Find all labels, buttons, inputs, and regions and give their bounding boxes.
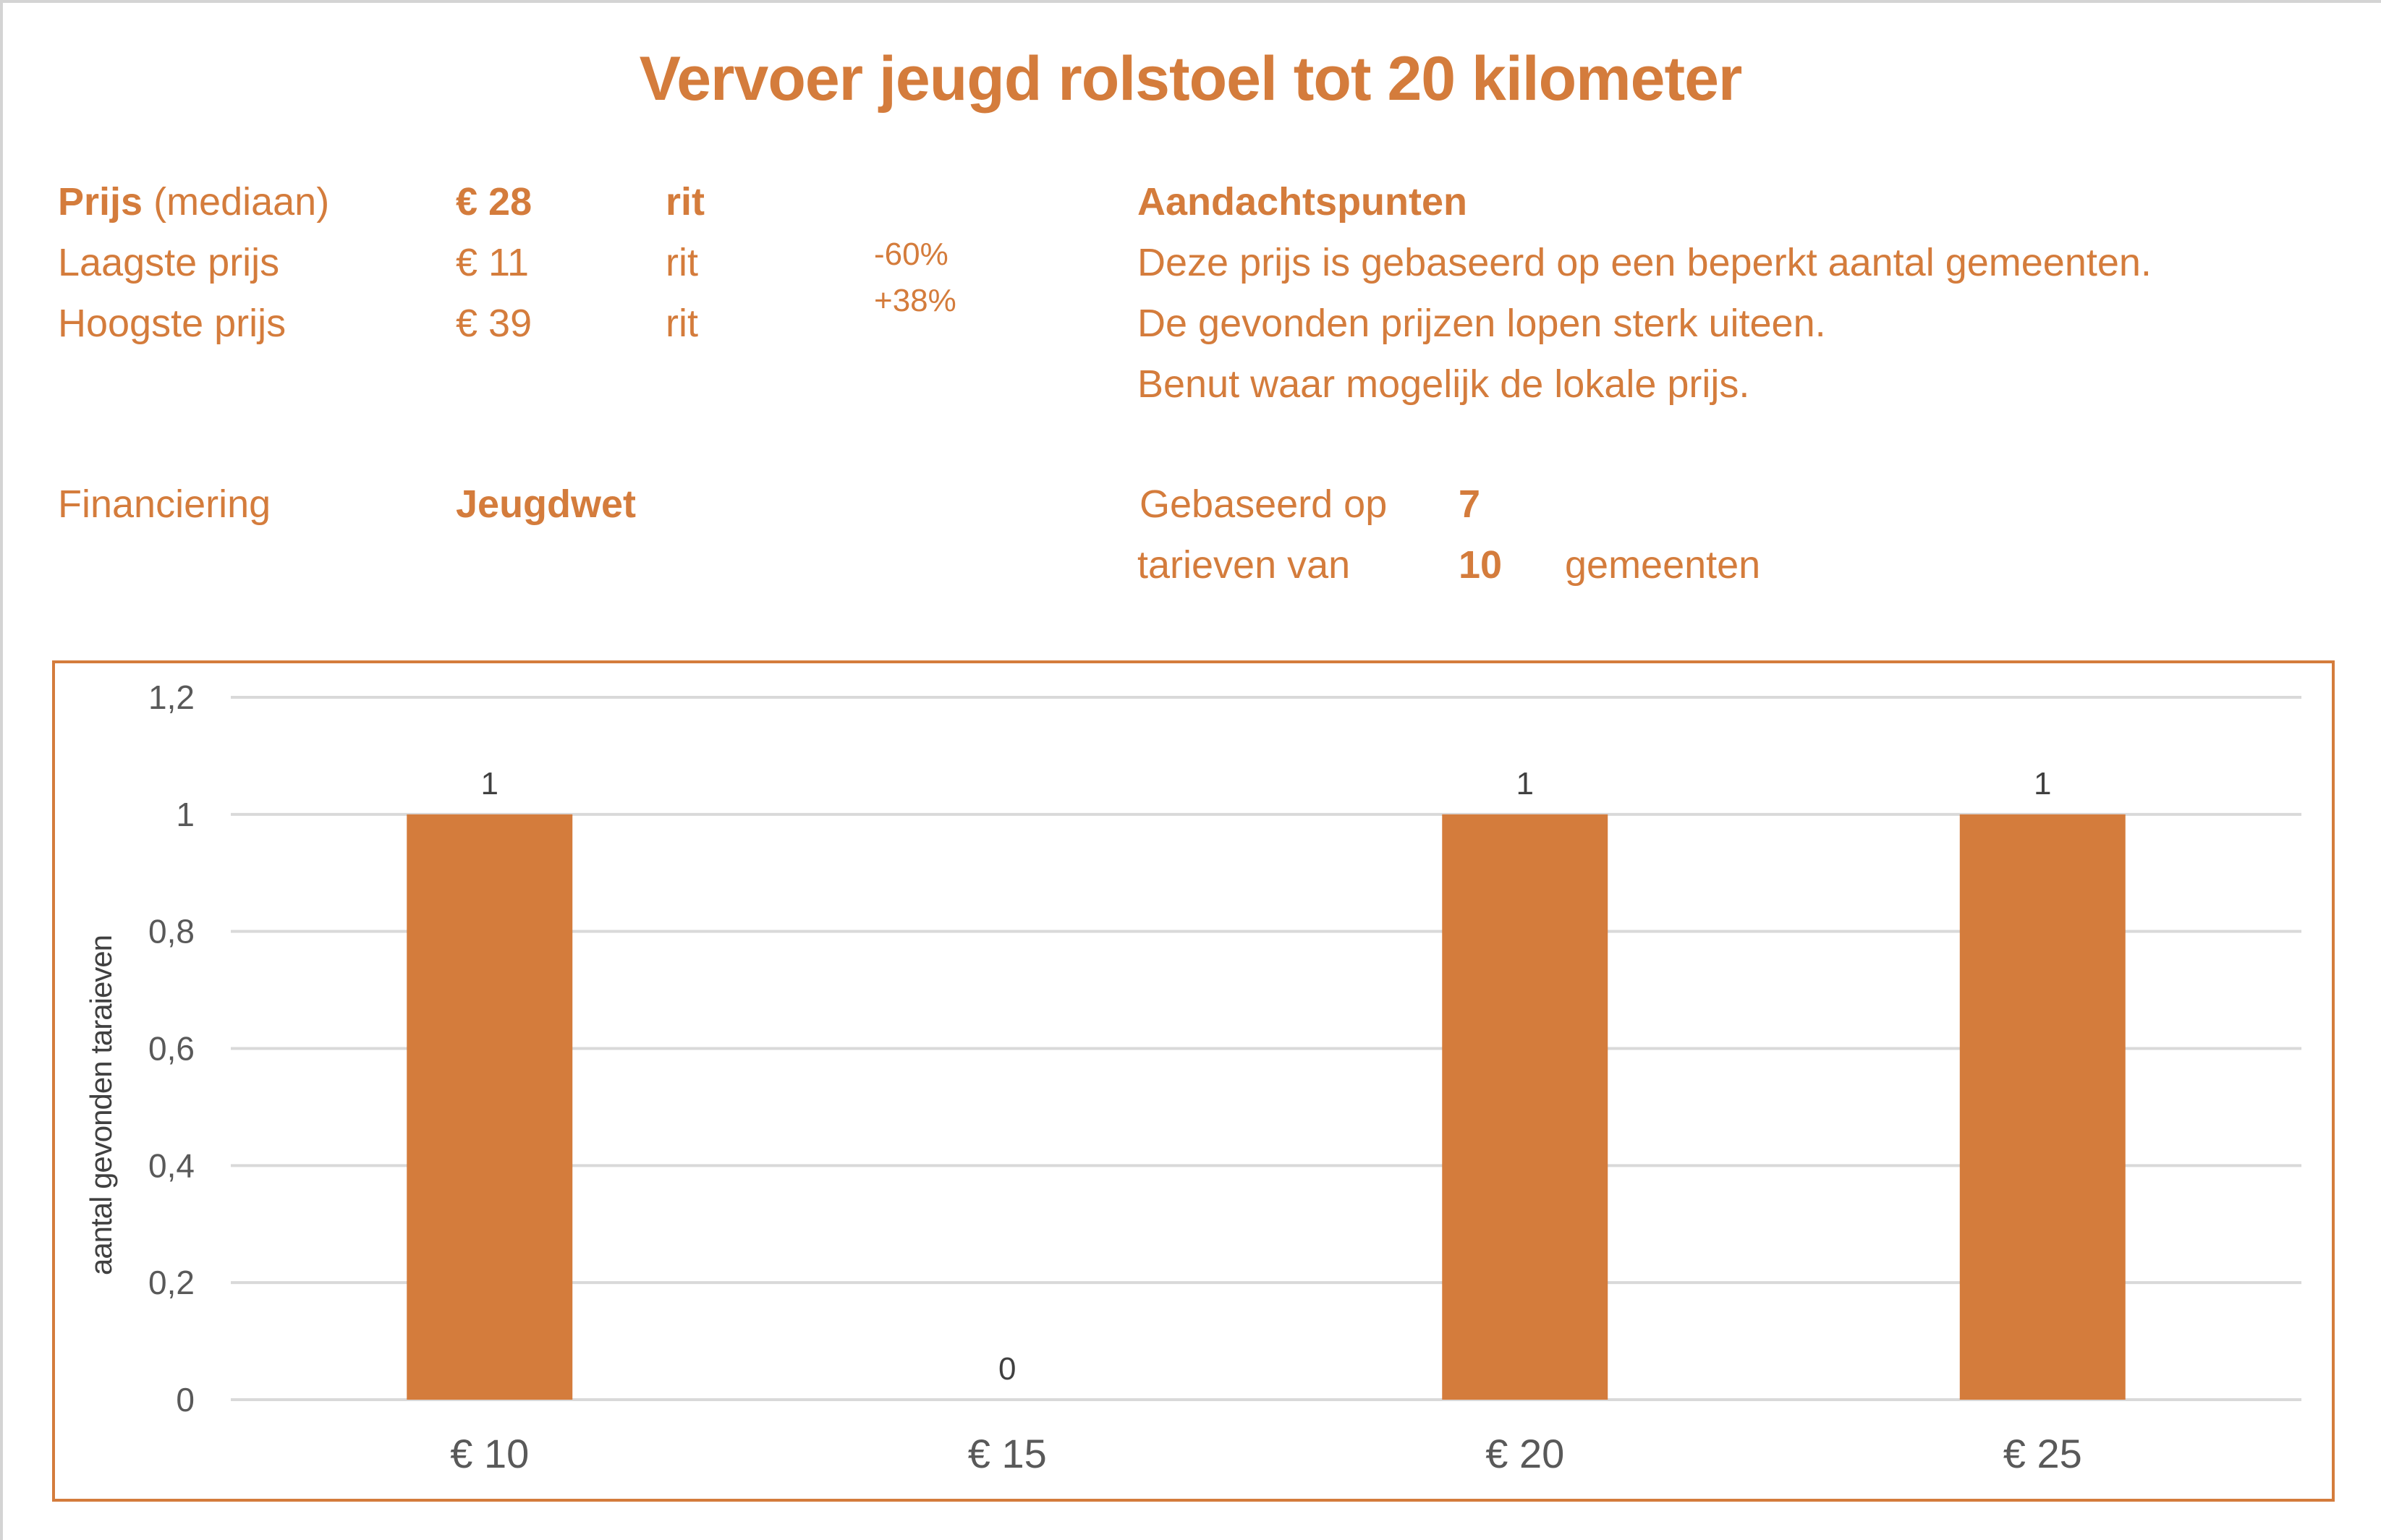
- bars: [407, 814, 2126, 1400]
- page-title: Vervoer jeugd rolstoel tot 20 kilometer: [639, 44, 1743, 114]
- x-tick-label: € 10: [450, 1431, 529, 1476]
- highest-price-delta: +38%: [874, 283, 956, 318]
- highest-price-unit: rit: [666, 302, 698, 345]
- x-tick-label: € 20: [1485, 1431, 1564, 1476]
- median-price-unit: rit: [666, 180, 705, 224]
- municipalities-label: gemeenten: [1565, 543, 1761, 587]
- basis-line1-text: Gebaseerd op: [1139, 482, 1388, 526]
- bar: [1959, 814, 2126, 1400]
- page-frame-left: [0, 0, 3, 1540]
- bar: [1442, 814, 1608, 1400]
- note-line-1: Deze prijs is gebaseerd op een beperkt a…: [1137, 241, 2152, 284]
- y-tick-label: 0,2: [148, 1264, 195, 1301]
- page-frame-top: [0, 0, 2381, 3]
- y-tick-labels: 0 0,2 0,4 0,6 0,8 1 1,2: [148, 678, 195, 1418]
- bar: [407, 814, 573, 1400]
- highest-price-label: Hoogste prijs: [58, 302, 287, 345]
- lowest-price-delta: -60%: [874, 237, 948, 272]
- data-label: 1: [2034, 766, 2051, 801]
- notes-heading: Aandachtspunten: [1137, 180, 1468, 224]
- gridlines: [231, 696, 2301, 1401]
- y-tick-label: 0,8: [148, 913, 195, 950]
- note-line-2: De gevonden prijzen lopen sterk uiteen.: [1137, 302, 1826, 345]
- municipalities-count: 10: [1459, 543, 1503, 587]
- lowest-price-value: € 11: [456, 241, 530, 284]
- x-tick-label: € 25: [2003, 1431, 2082, 1476]
- note-line-3: Benut waar mogelijk de lokale prijs.: [1137, 362, 1750, 406]
- basis-line2-text: tarieven van: [1137, 543, 1351, 587]
- tariffs-count: 7: [1459, 482, 1481, 526]
- financing-label: Financiering: [58, 482, 271, 526]
- data-labels: 1 0 1 1: [481, 766, 2052, 1387]
- data-label: 1: [1516, 766, 1534, 801]
- median-price-label-rest: (mediaan): [153, 180, 330, 224]
- highest-price-value: € 39: [456, 302, 532, 345]
- x-tick-labels: € 10 € 15 € 20 € 25: [450, 1431, 2082, 1476]
- data-label: 1: [481, 766, 498, 801]
- y-tick-label: 1,2: [148, 678, 195, 716]
- financing-value: Jeugdwet: [456, 482, 637, 526]
- lowest-price-label: Laagste prijs: [58, 241, 280, 284]
- chart-frame: [52, 660, 2335, 1502]
- median-price-label: Prijs (mediaan): [58, 182, 329, 221]
- lowest-price-unit: rit: [666, 241, 698, 284]
- y-axis-label: aantal gevonden taraieven: [84, 935, 118, 1276]
- x-tick-label: € 15: [968, 1431, 1047, 1476]
- y-tick-label: 0: [176, 1381, 195, 1418]
- median-price-value: € 28: [456, 180, 532, 224]
- y-tick-label: 0,4: [148, 1147, 195, 1184]
- y-tick-label: 0,6: [148, 1030, 195, 1068]
- median-price-label-bold: Prijs: [58, 180, 143, 224]
- y-tick-label: 1: [176, 796, 195, 833]
- data-label: 0: [998, 1351, 1016, 1387]
